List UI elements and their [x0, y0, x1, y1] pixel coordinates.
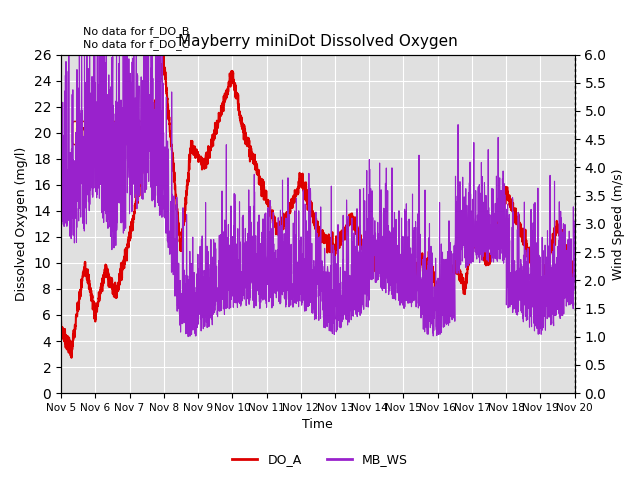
Title: Mayberry miniDot Dissolved Oxygen: Mayberry miniDot Dissolved Oxygen — [178, 34, 458, 49]
X-axis label: Time: Time — [303, 419, 333, 432]
Text: No data for f_DO_C: No data for f_DO_C — [83, 39, 189, 50]
Legend: MB_minidot: MB_minidot — [72, 121, 162, 144]
Legend: DO_A, MB_WS: DO_A, MB_WS — [227, 448, 413, 471]
Text: No data for f_DO_B: No data for f_DO_B — [83, 26, 189, 37]
Y-axis label: Wind Speed (m/s): Wind Speed (m/s) — [612, 168, 625, 279]
Y-axis label: Dissolved Oxygen (mg/l): Dissolved Oxygen (mg/l) — [15, 147, 28, 301]
